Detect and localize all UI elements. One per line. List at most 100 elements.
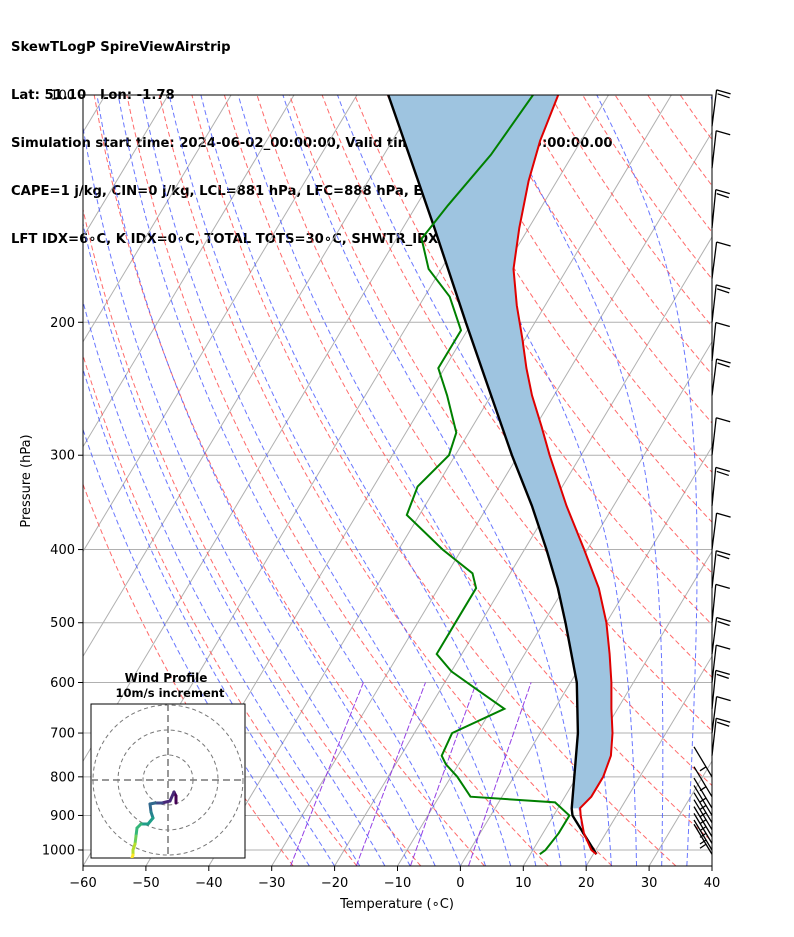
dry-adiabat bbox=[582, 95, 712, 280]
mixing-ratio-line bbox=[355, 682, 426, 866]
isotherm--120 bbox=[83, 95, 169, 238]
y-axis-label: Pressure (hPa) bbox=[19, 434, 34, 527]
x-tick-label: −40 bbox=[195, 876, 222, 891]
dewpoint-profile-line bbox=[405, 95, 571, 856]
isotherm--110 bbox=[83, 95, 232, 343]
dry-adiabat bbox=[713, 95, 794, 866]
isotherm--70 bbox=[83, 95, 484, 763]
isotherm--30 bbox=[271, 131, 712, 866]
hodograph-inset: Wind Profile 10m/s increment bbox=[90, 671, 246, 859]
y-tick-label: 200 bbox=[50, 316, 75, 331]
isotherm-20 bbox=[585, 655, 712, 866]
dry-adiabat bbox=[419, 95, 712, 523]
dry-adiabat bbox=[321, 95, 712, 678]
wind-barb bbox=[711, 130, 731, 169]
dry-adiabat bbox=[614, 95, 712, 233]
wind-barb bbox=[711, 695, 731, 734]
x-tick-label: 0 bbox=[456, 876, 464, 891]
isotherm--80 bbox=[83, 95, 421, 658]
wind-barb bbox=[711, 583, 730, 623]
isotherm--90 bbox=[83, 95, 358, 553]
moist-adiabat bbox=[200, 95, 537, 866]
moist-adiabat bbox=[596, 95, 698, 866]
x-axis-ticks: −60 −50 −40 −30 −20 −10 0 10 20 30 40 bbox=[69, 866, 720, 891]
wind-barb bbox=[711, 616, 731, 655]
wind-barb bbox=[711, 669, 730, 709]
dry-adiabat bbox=[745, 95, 794, 866]
dry-adiabat bbox=[647, 95, 712, 187]
dry-adiabat bbox=[93, 95, 485, 866]
wind-barbs bbox=[693, 89, 731, 855]
dry-adiabat bbox=[679, 95, 712, 141]
dry-adiabat bbox=[158, 95, 613, 866]
dry-adiabat bbox=[83, 482, 294, 866]
moist-adiabat bbox=[83, 299, 361, 866]
cape-fill-layer bbox=[388, 95, 613, 809]
mixing-ratio-line bbox=[409, 682, 477, 866]
y-tick-label: 1000 bbox=[42, 844, 75, 859]
hodograph-segment bbox=[130, 853, 135, 858]
moist-adiabat bbox=[710, 95, 712, 866]
moist-adiabat bbox=[282, 95, 587, 866]
wind-barb bbox=[711, 417, 731, 456]
moist-adiabat bbox=[83, 367, 336, 866]
hodograph-subtitle: 10m/s increment bbox=[116, 686, 225, 700]
temperature-profile-line bbox=[512, 95, 614, 855]
y-tick-label: 900 bbox=[50, 809, 75, 824]
x-tick-label: 10 bbox=[515, 876, 532, 891]
wind-barb bbox=[711, 466, 730, 506]
wind-barb bbox=[711, 284, 731, 323]
isotherm-40 bbox=[711, 865, 712, 866]
wind-barb bbox=[711, 512, 731, 550]
isotherm--20 bbox=[334, 236, 712, 866]
y-tick-label: 600 bbox=[50, 676, 75, 691]
isotherm-30 bbox=[648, 760, 712, 866]
isotherm--40 bbox=[208, 95, 672, 866]
y-tick-label: 300 bbox=[50, 449, 75, 464]
moist-adiabat bbox=[141, 95, 487, 866]
wind-barb bbox=[693, 823, 713, 855]
y-tick-label: 400 bbox=[50, 543, 75, 558]
wind-barb bbox=[711, 188, 730, 229]
x-tick-label: −20 bbox=[321, 876, 348, 891]
x-tick-label: −60 bbox=[69, 876, 96, 891]
moist-adiabat bbox=[168, 95, 512, 866]
isotherm-50 bbox=[775, 95, 794, 866]
y-tick-label: 800 bbox=[50, 770, 75, 785]
hodograph-trace bbox=[130, 790, 178, 858]
dry-adiabat bbox=[451, 95, 712, 473]
dry-adiabat bbox=[223, 95, 712, 843]
chart-title: SkewTLogP SpireViewAirstrip bbox=[11, 40, 231, 55]
wind-barb bbox=[711, 321, 730, 361]
wind-barb bbox=[711, 358, 731, 396]
x-tick-label: −10 bbox=[384, 876, 411, 891]
wind-barb bbox=[693, 766, 713, 798]
moist-adiabat bbox=[83, 124, 411, 866]
profile-layer bbox=[387, 95, 614, 856]
wind-barb bbox=[711, 717, 731, 756]
cape-area bbox=[388, 95, 613, 809]
isotherm-10 bbox=[522, 550, 712, 866]
wind-barb bbox=[711, 89, 731, 127]
mixing-ratio-line bbox=[468, 682, 532, 866]
x-tick-label: 40 bbox=[704, 876, 721, 891]
dry-adiabat bbox=[354, 95, 712, 626]
x-tick-label: 30 bbox=[641, 876, 658, 891]
y-tick-label: 100 bbox=[50, 89, 75, 104]
moist-adiabat bbox=[83, 221, 386, 866]
dry-adiabat bbox=[484, 95, 712, 424]
hodograph-title: Wind Profile bbox=[125, 671, 208, 685]
dry-adiabat bbox=[191, 95, 677, 866]
wind-barb bbox=[693, 746, 713, 778]
dry-adiabat bbox=[83, 353, 358, 866]
moist-adiabat bbox=[96, 95, 436, 866]
wind-barb bbox=[711, 644, 731, 683]
dry-adiabat bbox=[126, 95, 549, 866]
hodograph-segment bbox=[168, 790, 176, 803]
wind-barb bbox=[711, 241, 731, 279]
dry-adiabat bbox=[386, 95, 712, 574]
y-tick-label: 500 bbox=[50, 616, 75, 631]
isotherm--100 bbox=[83, 95, 295, 448]
moist-adiabat bbox=[337, 95, 612, 866]
